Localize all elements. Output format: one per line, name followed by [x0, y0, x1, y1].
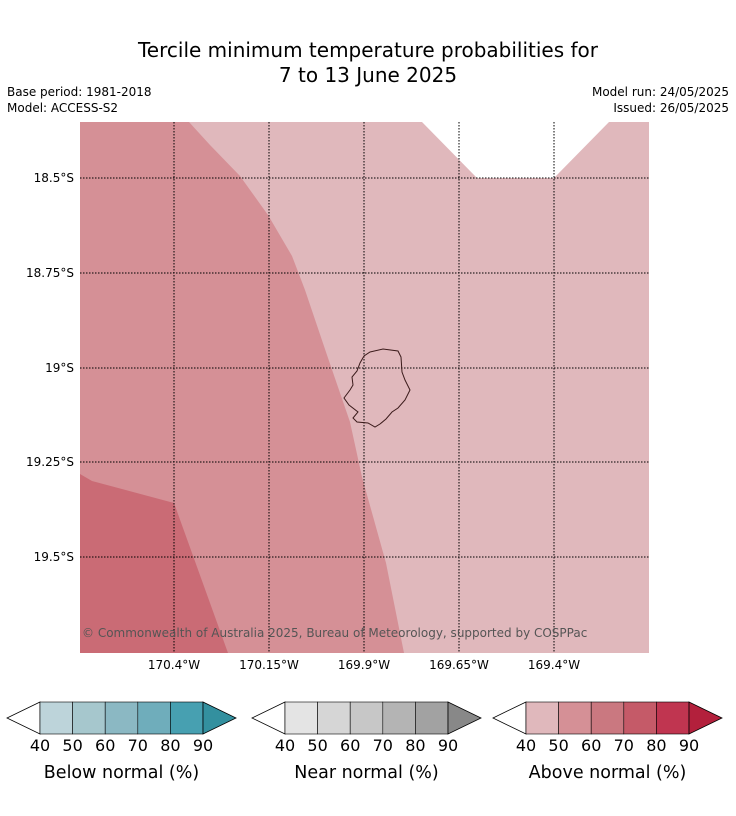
copyright-notice: © Commonwealth of Australia 2025, Bureau… [82, 626, 587, 640]
colorbar-segment [590, 701, 625, 735]
colorbar-2: 40 50 60 70 80 90 Above normal (%) [492, 701, 723, 783]
colorbar-tick-label: 80 [646, 736, 666, 755]
colorbar-segment [39, 701, 73, 735]
colorbar-segment [623, 701, 657, 735]
colorbar-tick-label: 80 [405, 736, 425, 755]
colorbar-segment [558, 701, 592, 735]
niue-island-outline [343, 348, 411, 428]
lon-label: 169.4°W [528, 658, 580, 672]
colorbar-tick-label: 60 [340, 736, 360, 755]
base-period: Base period: 1981-2018 [7, 85, 152, 99]
lat-label: 19°S [45, 361, 74, 375]
colorbar-segment [656, 701, 690, 735]
colorbar-segment [137, 701, 171, 735]
colorbar-segment [72, 701, 106, 735]
lon-label: 169.65°W [429, 658, 489, 672]
colorbar-tick-label: 70 [614, 736, 634, 755]
colorbar-extend-high [202, 701, 237, 735]
colorbar-tick-label: 40 [516, 736, 536, 755]
colorbar-segment [525, 701, 559, 735]
colorbar-tick-label: 60 [581, 736, 601, 755]
colorbar-tick-label: 90 [679, 736, 699, 755]
colorbar-tick-label: 90 [193, 736, 213, 755]
colorbar-extend-low [6, 701, 41, 735]
lon-label: 170.15°W [239, 658, 299, 672]
colorbar-segment [415, 701, 449, 735]
colorbar-tick-label: 60 [95, 736, 115, 755]
map-panel: © Commonwealth of Australia 2025, Bureau… [80, 122, 649, 653]
colorbar-tick-label: 50 [307, 736, 327, 755]
lat-label: 18.5°S [34, 171, 74, 185]
colorbar-tick-label: 70 [373, 736, 393, 755]
colorbar-1: 40 50 60 70 80 90 Near normal (%) [251, 701, 482, 783]
lat-label: 18.75°S [26, 266, 74, 280]
colorbar-tick-label: 80 [160, 736, 180, 755]
colorbar-tick-label: 70 [128, 736, 148, 755]
lat-label: 19.25°S [26, 455, 74, 469]
meta-left: Base period: 1981-2018 Model: ACCESS-S2 [7, 84, 152, 116]
colorbar-segment [104, 701, 139, 735]
gridlines [80, 122, 649, 653]
colorbar-segment [349, 701, 384, 735]
colorbar-extend-high [447, 701, 482, 735]
colorbar-tick-label: 50 [62, 736, 82, 755]
lon-label: 170.4°W [148, 658, 200, 672]
lon-label: 169.9°W [338, 658, 390, 672]
colorbar-tick-label: 90 [438, 736, 458, 755]
colorbar-title: Above normal (%) [529, 763, 687, 783]
colorbar-extend-low [492, 701, 527, 735]
colorbar-title: Below normal (%) [44, 763, 199, 783]
colorbar-segment [382, 701, 416, 735]
colorbar-segment [170, 701, 204, 735]
colorbar-segment [284, 701, 318, 735]
colorbar-extend-high [688, 701, 723, 735]
chart-title: Tercile minimum temperature probabilitie… [0, 38, 736, 88]
colorbar-segment [317, 701, 351, 735]
model-run: Model run: 24/05/2025 [591, 85, 729, 99]
model-name: Model: ACCESS-S2 [7, 101, 119, 115]
lat-label: 19.5°S [34, 550, 74, 564]
region-below-40 [422, 122, 609, 178]
lon-labels: 170.4°W 170.15°W 169.9°W 169.65°W 169.4°… [148, 658, 580, 672]
title-line-2: 7 to 13 June 2025 [278, 63, 458, 87]
colorbar-0: 40 50 60 70 80 90 Below normal (%) [6, 701, 237, 783]
colorbar-tick-label: 40 [275, 736, 295, 755]
meta-right: Model run: 24/05/2025 Issued: 26/05/2025 [592, 84, 729, 116]
lat-labels: 18.5°S 18.75°S 19°S 19.25°S 19.5°S [26, 171, 74, 564]
colorbar-extend-low [251, 701, 286, 735]
title-line-1: Tercile minimum temperature probabilitie… [137, 38, 599, 62]
colorbar-legends: 40 50 60 70 80 90 Below normal (%) 40 50 60 70 80 90… [6, 701, 723, 783]
colorbar-tick-label: 50 [548, 736, 568, 755]
region-above-60-70 [80, 474, 228, 653]
issued-date: Issued: 26/05/2025 [613, 101, 729, 115]
colorbar-tick-label: 40 [30, 736, 50, 755]
colorbar-title: Near normal (%) [294, 763, 439, 783]
